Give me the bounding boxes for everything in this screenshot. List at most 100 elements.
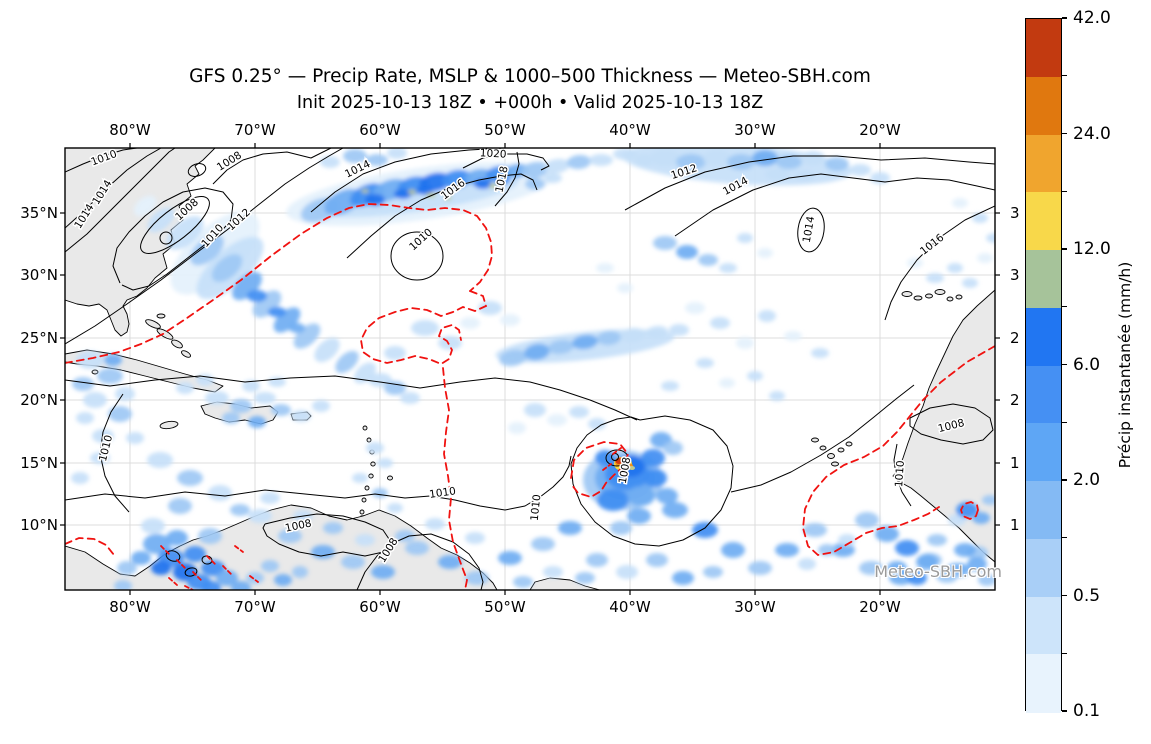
lat-tick-label-left: 10°N xyxy=(20,516,58,534)
precip-blob xyxy=(83,392,107,408)
thickness-fragment xyxy=(602,463,612,471)
precip-blob xyxy=(131,551,151,565)
precip-blob xyxy=(335,350,359,374)
lat-tick-label-right-clipped: 3 xyxy=(1010,204,1020,222)
precip-blob xyxy=(569,406,589,418)
lon-tick-label-top: 40°W xyxy=(609,121,651,139)
isobar-line xyxy=(884,205,995,321)
precip-blob xyxy=(168,498,192,514)
precip-blob xyxy=(411,320,439,336)
precip-blob xyxy=(408,189,416,195)
precip-blob xyxy=(395,530,415,542)
precip-blob xyxy=(361,189,369,193)
colorbar-tick xyxy=(1062,421,1067,423)
precip-blob xyxy=(371,565,395,579)
precip-blob xyxy=(242,380,260,392)
precip-blob xyxy=(248,416,266,428)
precip-blob xyxy=(982,495,995,505)
precip-blob xyxy=(177,470,203,486)
chart-subtitle: Init 2025-10-13 18Z • +000h • Valid 2025… xyxy=(296,93,764,113)
precip-blob xyxy=(643,469,667,487)
isobar-closed xyxy=(605,449,629,467)
precip-blob xyxy=(567,154,591,170)
precip-blob xyxy=(524,343,550,361)
lon-tick-label-top: 70°W xyxy=(234,121,276,139)
precip-blob xyxy=(292,566,308,578)
precip-blob xyxy=(737,233,753,243)
colorbar-axis-title: Précip instantanée (mm/h) xyxy=(1116,261,1134,468)
colorbar-segment xyxy=(1026,250,1061,309)
precip-blob xyxy=(273,307,301,333)
precip-blob xyxy=(311,545,335,559)
precip-blob xyxy=(544,158,570,174)
precip-blob xyxy=(962,278,978,288)
precip-blob xyxy=(597,330,621,346)
isobar-label: 1020 xyxy=(479,147,506,160)
precip-blob xyxy=(596,263,614,273)
precip-blob xyxy=(365,194,385,206)
thickness-contour xyxy=(360,290,488,366)
colorbar-tick-label: 2.0 xyxy=(1073,470,1101,490)
thickness-fragment xyxy=(612,447,622,455)
precip-blob xyxy=(595,450,615,466)
precip-blob xyxy=(967,557,987,571)
precip-blob xyxy=(748,561,772,575)
precip-blob xyxy=(521,161,549,179)
lon-tick-label-bottom: 50°W xyxy=(484,598,526,616)
island xyxy=(171,339,183,349)
precip-blob xyxy=(572,334,598,350)
precip-blob xyxy=(166,530,188,546)
precip-blob xyxy=(947,263,963,273)
precip-blob xyxy=(696,358,714,368)
isobar-line xyxy=(462,153,550,171)
isobar-line xyxy=(65,148,344,345)
precip-blob xyxy=(387,503,403,513)
colorbar-segment xyxy=(1026,19,1061,78)
precip-blob xyxy=(676,154,706,170)
island xyxy=(91,369,99,375)
lat-tick-label-left: 25°N xyxy=(20,329,58,347)
precip-blob xyxy=(544,173,562,183)
lat-tick-label-right-clipped: 3 xyxy=(1010,266,1020,284)
isobar-line xyxy=(346,173,538,259)
precip-blob xyxy=(769,391,785,401)
precip-blob xyxy=(352,473,368,483)
colorbar-tick-label: 42.0 xyxy=(1073,8,1111,28)
precip-blob xyxy=(72,377,94,391)
precip-blob xyxy=(703,150,731,166)
precip-blob xyxy=(499,349,527,367)
colorbar-segment xyxy=(1026,481,1061,540)
precip-blob xyxy=(801,151,825,165)
precip-blob xyxy=(201,581,221,590)
colorbar-tick xyxy=(1062,479,1067,481)
thickness-contour xyxy=(570,441,630,498)
isobar-line xyxy=(65,375,638,421)
lat-tick-label-left: 30°N xyxy=(20,266,58,284)
precip-blob xyxy=(141,518,165,534)
precip-blob xyxy=(948,514,966,526)
precip-blob xyxy=(312,400,330,412)
lat-tick-label-left: 15°N xyxy=(20,454,58,472)
precip-blob xyxy=(838,534,856,546)
precip-blob xyxy=(621,327,645,343)
thickness-contour xyxy=(960,501,979,520)
colorbar-segment xyxy=(1026,307,1061,366)
isobar-layer xyxy=(65,148,995,590)
thickness-fragment xyxy=(234,545,244,553)
island xyxy=(955,294,963,300)
precip-blob xyxy=(978,574,995,586)
precip-blob xyxy=(927,534,947,546)
precip-blob xyxy=(663,441,683,455)
island xyxy=(156,328,174,340)
precip-blob xyxy=(646,553,668,567)
lon-tick-label-top: 20°W xyxy=(859,121,901,139)
island xyxy=(370,461,376,467)
precip-blob xyxy=(736,337,754,349)
map-frame xyxy=(64,147,996,591)
precip-blob xyxy=(366,154,388,166)
precip-blob xyxy=(887,561,907,575)
precip-blob xyxy=(465,571,489,585)
precip-blob xyxy=(198,528,222,544)
thickness-fragment xyxy=(206,555,216,565)
thickness-contour xyxy=(65,537,115,556)
